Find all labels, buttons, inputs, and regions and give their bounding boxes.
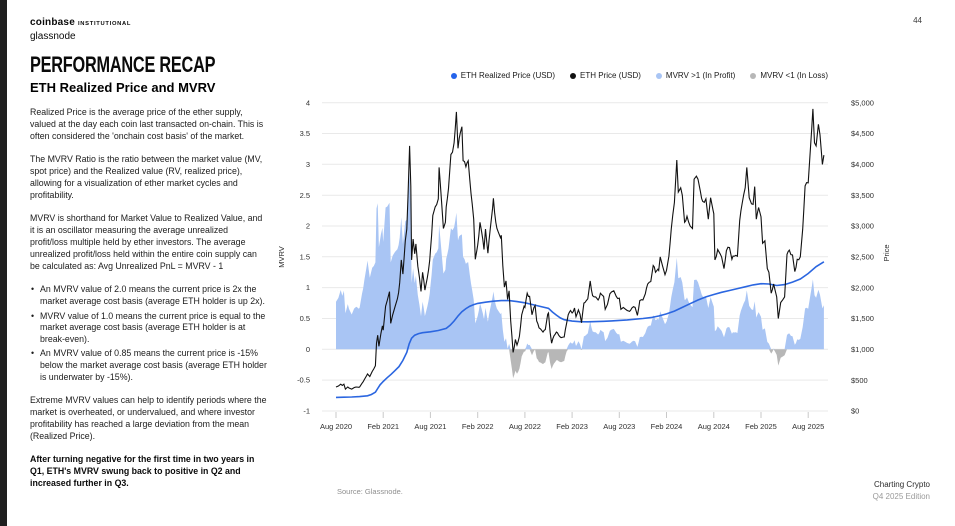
brand-block: coinbase INSTITUTIONAL glassnode — [30, 12, 131, 42]
y-axis-right-tick-label: $500 — [851, 376, 868, 385]
source-note: Source: Glassnode. — [337, 487, 403, 496]
body-paragraph: MVRV is shorthand for Market Value to Re… — [30, 213, 263, 271]
legend-label: MVRV <1 (In Loss) — [760, 71, 828, 80]
y-axis-right-title: Price — [882, 244, 891, 261]
x-axis-tick-label: Feb 2023 — [556, 422, 588, 431]
legend-dot-icon — [570, 72, 577, 79]
y-axis-left-tick-label: 3.5 — [300, 129, 310, 138]
x-axis-tick-label: Feb 2022 — [462, 422, 494, 431]
legend-label: ETH Realized Price (USD) — [460, 71, 556, 80]
legend-item-eth-price: ETH Price (USD) — [570, 71, 641, 80]
legend-item-mvrv-loss: MVRV <1 (In Loss) — [750, 71, 828, 80]
edition-subtitle: Q4 2025 Edition — [872, 491, 930, 501]
left-edge-bar — [0, 0, 7, 526]
y-axis-left-tick-label: 1 — [306, 283, 310, 292]
y-axis-right-tick-label: $4,500 — [851, 129, 874, 138]
x-axis-tick-label: Feb 2021 — [367, 422, 399, 431]
legend-dot-icon — [750, 72, 757, 79]
legend-dot-icon — [450, 72, 457, 79]
legend-item-realized-price: ETH Realized Price (USD) — [450, 71, 556, 80]
y-axis-left-tick-label: 2 — [306, 222, 310, 231]
body-paragraph: Extreme MVRV values can help to identify… — [30, 395, 267, 441]
bullet-item: An MVRV value of 2.0 means the current p… — [30, 284, 267, 307]
bullet-item: An MVRV value of 0.85 means the current … — [30, 348, 267, 383]
legend-label: MVRV >1 (In Profit) — [665, 71, 736, 80]
chart-legend: ETH Realized Price (USD) ETH Price (USD)… — [318, 71, 828, 80]
x-axis-tick-label: Aug 2021 — [414, 422, 446, 431]
bullet-list: An MVRV value of 2.0 means the current p… — [30, 284, 267, 383]
mvrv-loss-area — [336, 349, 824, 379]
y-axis-right-tick-label: $1,000 — [851, 345, 874, 354]
y-axis-right-tick-label: $5,000 — [851, 98, 874, 107]
y-axis-left-tick-label: 0.5 — [300, 314, 310, 323]
y-axis-left-tick-label: -1 — [303, 407, 310, 416]
coinbase-logo: coinbase — [30, 17, 75, 28]
y-axis-left-tick-label: 2.5 — [300, 191, 310, 200]
page-number: 44 — [913, 16, 922, 25]
y-axis-right-tick-label: $2,000 — [851, 283, 874, 292]
edition-block: Charting Crypto Q4 2025 Edition — [873, 479, 930, 502]
y-axis-right-tick-label: $1,500 — [851, 314, 874, 323]
legend-label: ETH Price (USD) — [580, 71, 641, 80]
conclusion-paragraph: After turning negative for the first tim… — [30, 454, 255, 488]
x-axis-tick-label: Aug 2022 — [509, 422, 541, 431]
y-axis-right-tick-label: $4,000 — [851, 160, 874, 169]
y-axis-left-title: MVRV — [277, 246, 286, 268]
x-axis-tick-label: Aug 2024 — [698, 422, 730, 431]
realized-price-line — [335, 261, 825, 399]
y-axis-right-tick-label: $3,000 — [851, 222, 874, 231]
y-axis-right-tick-label: $0 — [851, 407, 859, 416]
page-subtitle: ETH Realized Price and MVRV — [30, 80, 216, 95]
y-axis-left-tick-label: 4 — [306, 98, 310, 107]
glassnode-logo: glassnode — [30, 30, 76, 42]
body-copy: Realized Price is the average price of t… — [30, 107, 267, 502]
x-axis-tick-label: Aug 2020 — [320, 422, 352, 431]
x-axis-tick-label: Aug 2025 — [792, 422, 824, 431]
institutional-label: INSTITUTIONAL — [77, 21, 132, 27]
body-paragraph: Realized Price is the average price of t… — [30, 107, 264, 141]
y-axis-right-tick-label: $2,500 — [851, 253, 874, 262]
y-axis-left-tick-label: -0.5 — [297, 376, 310, 385]
y-axis-left-tick-label: 0 — [306, 345, 310, 354]
x-axis-tick-label: Aug 2023 — [603, 422, 635, 431]
legend-item-mvrv-profit: MVRV >1 (In Profit) — [655, 71, 736, 80]
page-title: PERFORMANCE RECAP — [30, 52, 216, 77]
legend-dot-icon — [655, 72, 662, 79]
y-axis-left-tick-label: 3 — [306, 160, 310, 169]
edition-title: Charting Crypto — [873, 480, 930, 489]
y-axis-right-tick-label: $3,500 — [851, 191, 874, 200]
mvrv-profit-area — [336, 171, 824, 350]
x-axis-tick-label: Feb 2025 — [745, 422, 777, 431]
y-axis-left-tick-label: 1.5 — [300, 252, 310, 261]
x-axis-tick-label: Feb 2024 — [651, 422, 683, 431]
eth-price-line — [335, 108, 825, 391]
bullet-item: MVRV value of 1.0 means the current pric… — [30, 311, 267, 346]
body-paragraph: The MVRV Ratio is the ratio between the … — [30, 154, 263, 200]
